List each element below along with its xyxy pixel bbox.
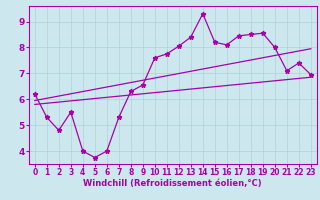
X-axis label: Windchill (Refroidissement éolien,°C): Windchill (Refroidissement éolien,°C) (84, 179, 262, 188)
